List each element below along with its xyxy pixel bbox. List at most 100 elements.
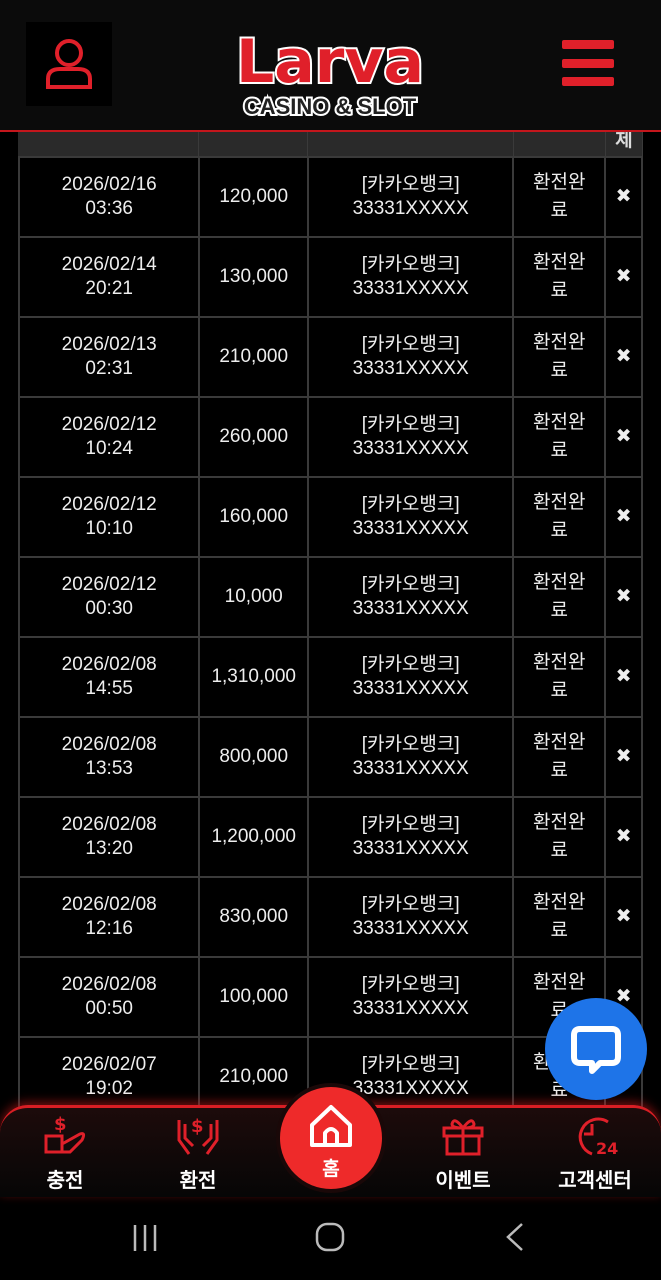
date: 2026/02/08 [61,654,157,675]
account-number: 33331XXXXX [352,598,469,619]
nav-charge[interactable]: $ 충전 [10,1114,120,1193]
date-cell: 2026/02/12 00:30 [20,558,201,636]
account-cell: [카카오뱅크] 33331XXXXX [309,398,515,476]
time: 20:21 [85,278,133,299]
svg-text:24: 24 [596,1139,618,1156]
delete-icon[interactable]: ✖ [606,478,643,556]
amount-cell: 800,000 [200,718,310,796]
time: 13:20 [85,838,133,859]
account-cell: [카카오뱅크] 33331XXXXX [309,638,515,716]
account-number: 33331XXXXX [352,998,469,1019]
table-row: 2026/02/08 12:16 830,000 [카카오뱅크] 33331XXXX… [18,878,643,958]
delete-icon[interactable]: ✖ [606,878,643,956]
account-cell: [카카오뱅크] 33331XXXXX [309,558,515,636]
account-cell: [카카오뱅크] 33331XXXXX [309,238,515,316]
date-cell: 2026/02/08 13:53 [20,718,201,796]
table-row: 2026/02/14 20:21 130,000 [카카오뱅크] 33331XXXX… [18,238,643,318]
time: 03:36 [85,198,133,219]
nav-home[interactable]: 홈 [280,1087,382,1189]
delete-icon[interactable]: ✖ [606,958,643,1036]
account-cell: [카카오뱅크] 33331XXXXX [309,1038,515,1116]
home-system-icon[interactable] [314,1221,346,1253]
bank-name: [카카오뱅크] [361,654,460,675]
header-date [18,118,199,156]
date: 2026/02/08 [61,894,157,915]
date-cell: 2026/02/12 10:24 [20,398,201,476]
account-number: 33331XXXXX [352,518,469,539]
delete-icon[interactable]: ✖ [606,798,643,876]
date-cell: 2026/02/12 10:10 [20,478,201,556]
bank-name: [카카오뱅크] [361,894,460,915]
nav-exchange[interactable]: $ 환전 [143,1114,253,1193]
account-number: 33331XXXXX [352,278,469,299]
svg-text:$: $ [54,1114,67,1135]
delete-icon[interactable]: ✖ [606,398,643,476]
back-icon[interactable] [500,1221,530,1253]
date: 2026/02/08 [61,814,157,835]
delete-icon[interactable]: ✖ [606,238,643,316]
gift-icon [442,1119,484,1156]
time: 00:30 [85,598,133,619]
amount-cell: 1,200,000 [200,798,310,876]
header-delete: 제 [606,118,643,156]
svg-text:Larva: Larva [236,27,424,97]
account-cell: [카카오뱅크] 33331XXXXX [309,878,515,956]
delete-icon[interactable]: ✖ [606,158,643,236]
bank-name: [카카오뱅크] [361,1054,460,1075]
date: 2026/02/07 [61,1054,157,1075]
bank-name: [카카오뱅크] [361,974,460,995]
account-cell: [카카오뱅크] 33331XXXXX [309,718,515,796]
header-status [514,118,606,156]
bank-name: [카카오뱅크] [361,574,460,595]
date-cell: 2026/02/07 19:02 [20,1038,201,1116]
time: 13:53 [85,758,133,779]
amount-cell: 120,000 [200,158,310,236]
date-cell: 2026/02/08 14:55 [20,638,201,716]
date: 2026/02/14 [61,254,157,275]
svg-text:CASINO & SLOT: CASINO & SLOT [244,94,417,119]
table-row: 2026/02/08 13:20 1,200,000 [카카오뱅크] 33331XX… [18,798,643,878]
bank-name: [카카오뱅크] [361,734,460,755]
clock-24-icon: 24 [578,1117,618,1156]
date: 2026/02/08 [61,974,157,995]
status-cell: 환전완료 [514,398,607,476]
amount-cell: 160,000 [200,478,310,556]
nav-event[interactable]: 이벤트 [408,1114,518,1193]
account-number: 33331XXXXX [352,758,469,779]
header-amount [199,118,308,156]
table-row: 2026/02/12 10:10 160,000 [카카오뱅크] 33331XXXX… [18,478,643,558]
status-cell: 환전완료 [514,158,607,236]
account-cell: [카카오뱅크] 33331XXXXX [309,158,515,236]
chat-bubble-icon [571,1026,621,1074]
system-nav-bar [0,1197,661,1280]
status-cell: 환전완료 [514,478,607,556]
recent-apps-icon[interactable] [130,1223,160,1253]
status-cell: 환전완료 [514,638,607,716]
account-cell: [카카오뱅크] 33331XXXXX [309,958,515,1036]
time: 10:10 [85,518,133,539]
larva-logo[interactable]: Larva CASINO & SLOT [232,4,428,122]
bank-name: [카카오뱅크] [361,254,460,275]
delete-icon[interactable]: ✖ [606,718,643,796]
svg-text:$: $ [191,1116,204,1137]
amount-cell: 260,000 [200,398,310,476]
header-account [308,118,514,156]
hamburger-menu-icon[interactable] [562,40,618,86]
delete-icon[interactable]: ✖ [606,638,643,716]
time: 14:55 [85,678,133,699]
bank-name: [카카오뱅크] [361,174,460,195]
nav-support[interactable]: 24 고객센터 [540,1114,650,1193]
delete-icon[interactable]: ✖ [606,318,643,396]
bank-name: [카카오뱅크] [361,414,460,435]
user-icon [46,39,92,89]
amount-cell: 830,000 [200,878,310,956]
time: 12:16 [85,918,133,939]
user-profile-button[interactable] [26,22,112,106]
date-cell: 2026/02/13 02:31 [20,318,201,396]
delete-icon[interactable]: ✖ [606,558,643,636]
chat-button[interactable] [545,998,647,1100]
account-number: 33331XXXXX [352,838,469,859]
table-row: 2026/02/16 03:36 120,000 [카카오뱅크] 33331XXXX… [18,158,643,238]
table-row: 2026/02/12 10:24 260,000 [카카오뱅크] 33331XXXX… [18,398,643,478]
date: 2026/02/16 [61,174,157,195]
